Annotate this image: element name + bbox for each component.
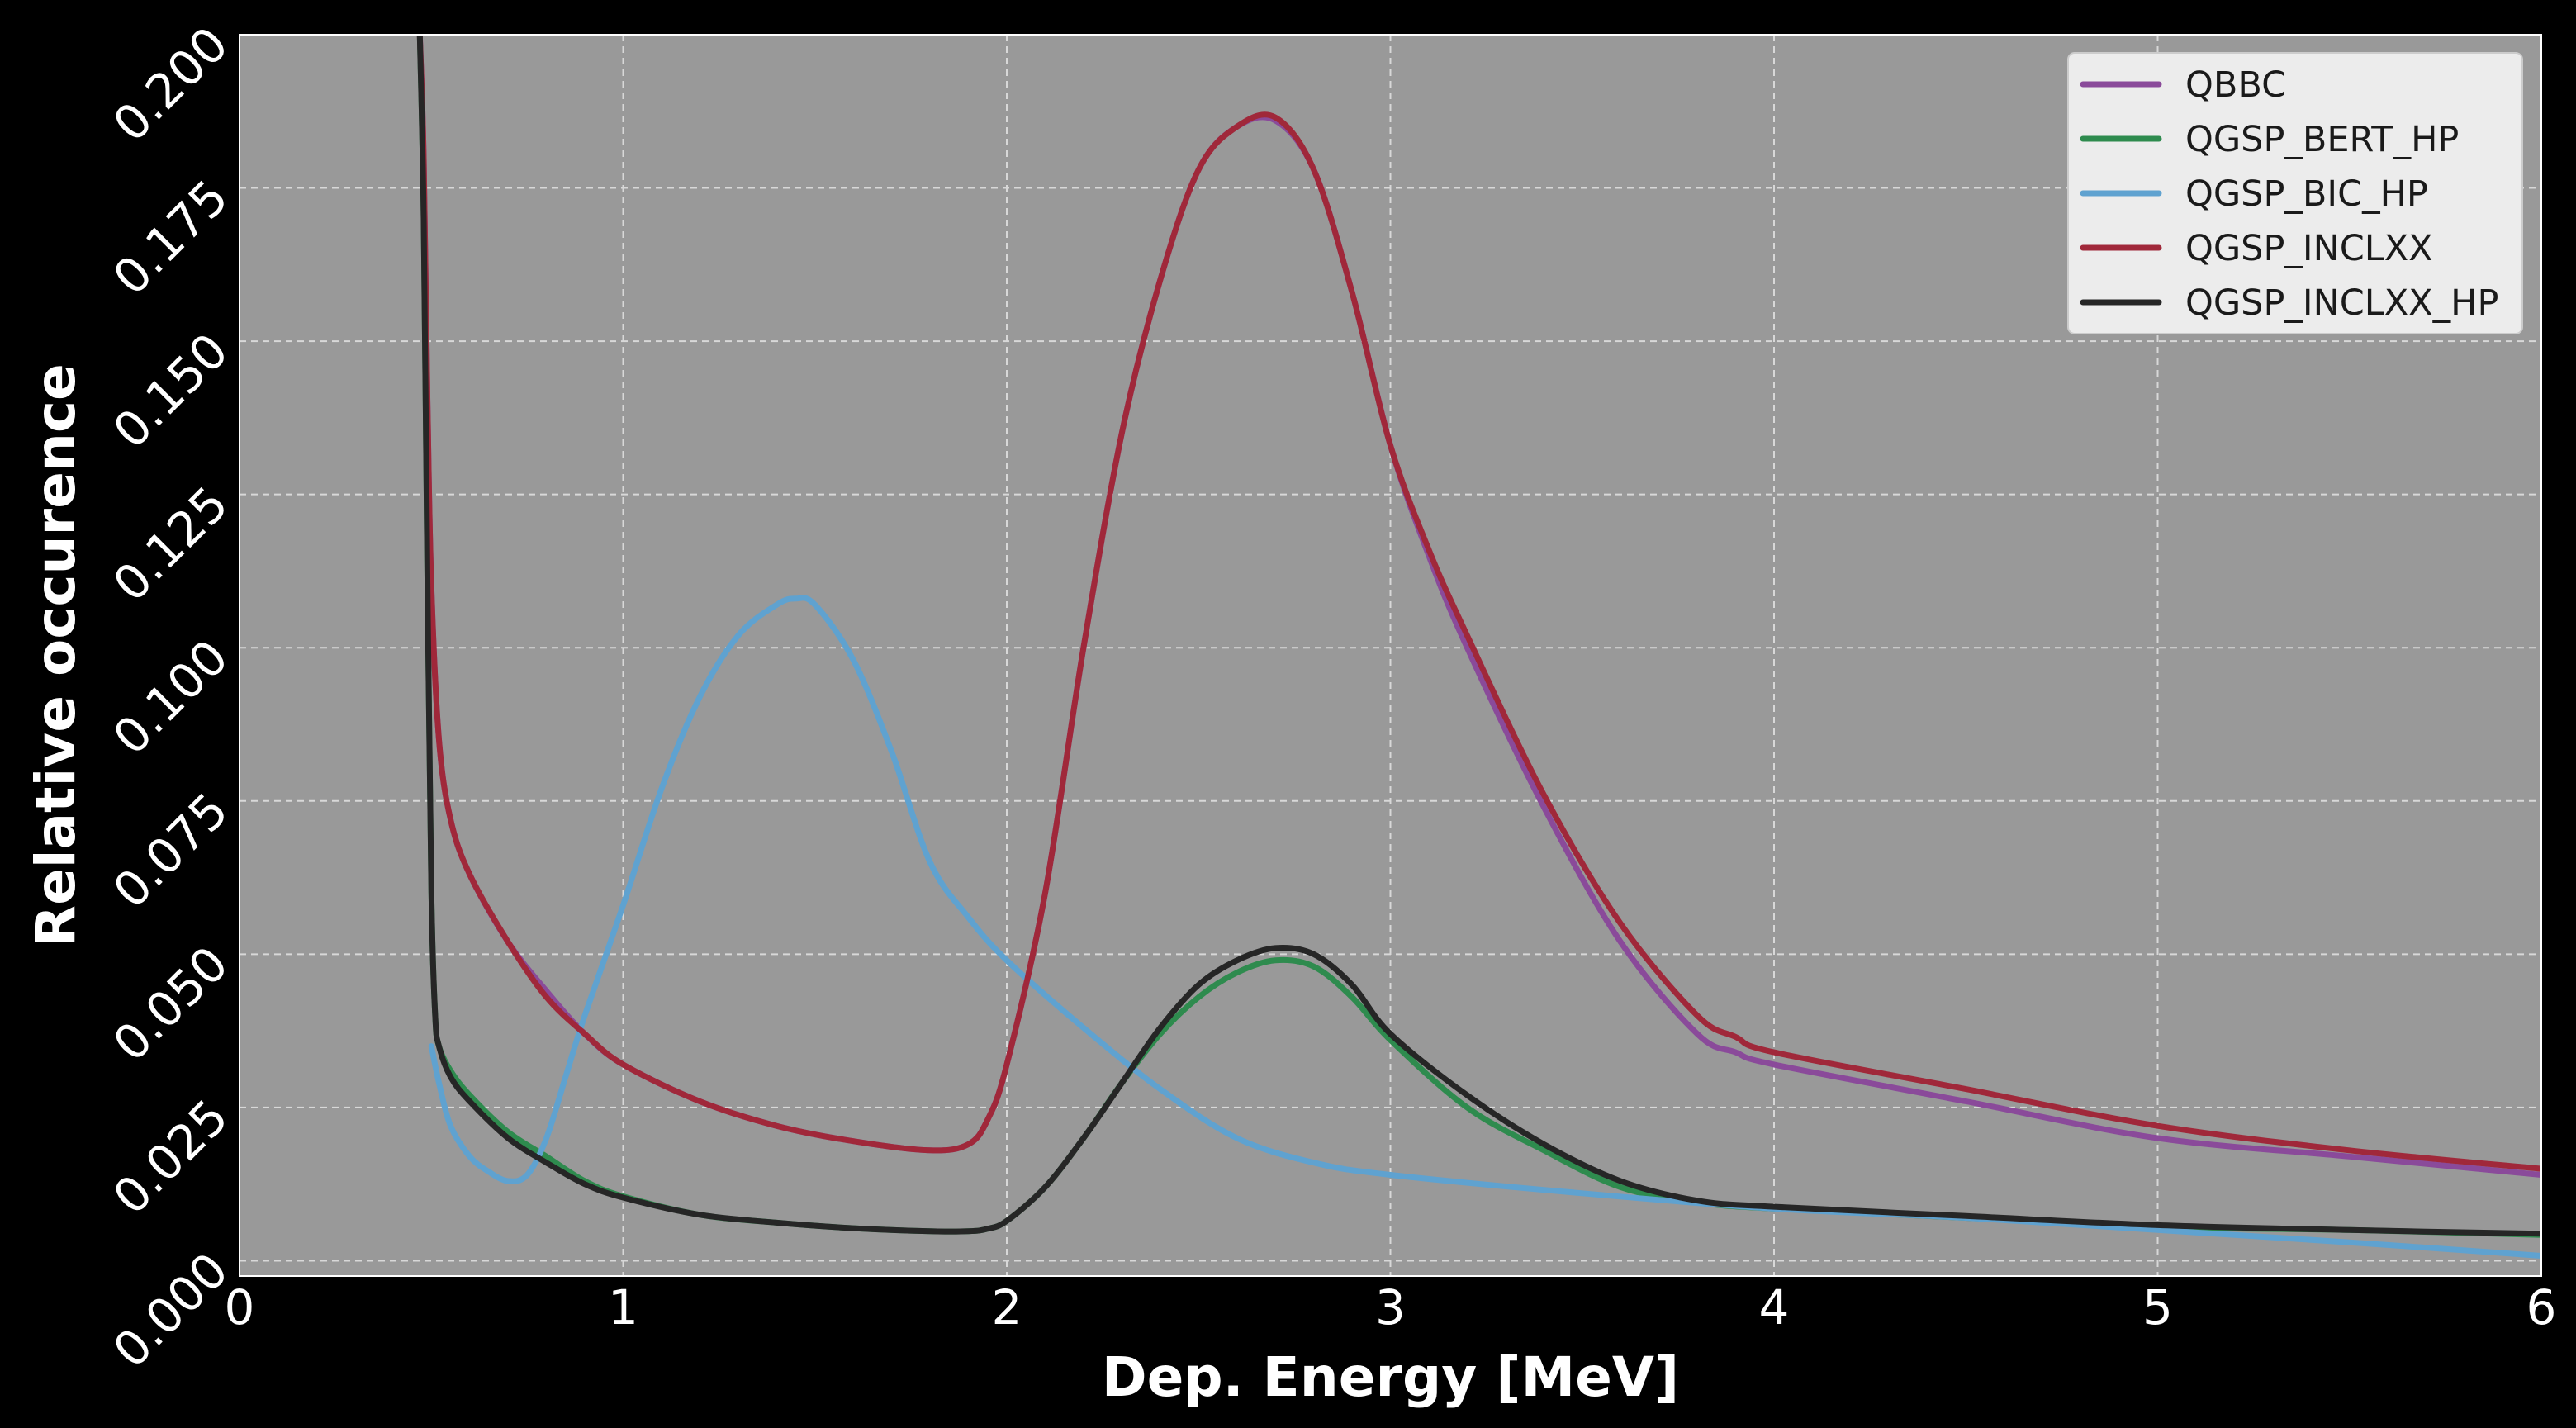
legend-label-qbbc: QBBC — [2185, 64, 2286, 106]
legend-label-qgsp-bert-hp: QGSP_BERT_HP — [2185, 119, 2459, 160]
x-tick-label: 3 — [1375, 1279, 1406, 1335]
legend-box — [2067, 52, 2523, 334]
x-tick-label: 0 — [225, 1279, 255, 1335]
series-line-qgsp-inclxx-hp — [416, 35, 2541, 1237]
legend-label-qgsp-inclxx-hp: QGSP_INCLXX_HP — [2185, 282, 2498, 324]
x-tick-label: 4 — [1759, 1279, 1790, 1335]
legend-label-qgsp-inclxx: QGSP_INCLXX — [2185, 228, 2433, 269]
series-line-qgsp-inclxx — [416, 35, 2541, 1172]
x-tick-label: 6 — [2526, 1279, 2557, 1335]
x-tick-label: 2 — [992, 1279, 1022, 1335]
plot-frame — [239, 34, 2542, 1277]
legend: QBBC QGSP_BERT_HP QGSP_BIC_HP QGSP_INCLXX QG… — [2067, 52, 2523, 334]
legend-label-qgsp-bic-hp: QGSP_BIC_HP — [2185, 173, 2428, 215]
series-lines — [416, 35, 2541, 1259]
x-axis-title: Dep. Energy [MeV] — [1102, 1345, 1679, 1409]
y-axis-title: Relative occurence — [24, 363, 88, 946]
x-tick-label: 5 — [2142, 1279, 2173, 1335]
x-tick-label: 1 — [608, 1279, 638, 1335]
